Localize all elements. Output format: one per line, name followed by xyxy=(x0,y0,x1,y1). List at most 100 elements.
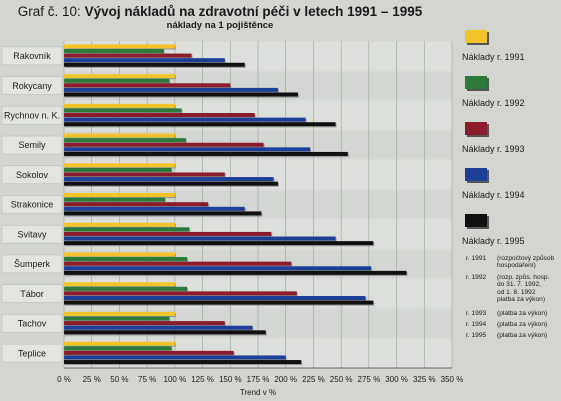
bar xyxy=(64,252,175,257)
bar xyxy=(64,360,302,365)
bar xyxy=(64,291,297,296)
category-label: Tachov xyxy=(18,319,47,329)
bar xyxy=(64,151,348,156)
bar xyxy=(64,193,175,197)
bar xyxy=(64,108,182,113)
category-label-box xyxy=(1,343,63,363)
x-tick-label: 50 % xyxy=(110,375,128,384)
bar xyxy=(64,321,225,326)
bar xyxy=(64,117,306,122)
legend-swatch xyxy=(465,168,487,181)
bar xyxy=(64,142,264,147)
note-year: r. 1994 xyxy=(466,321,487,328)
legend-label: Náklady r. 1995 xyxy=(462,236,525,246)
bar xyxy=(64,270,407,275)
bar xyxy=(64,113,255,118)
x-tick-label: 100 % xyxy=(164,375,187,384)
chart-subtitle: náklady na 1 pojištěnce xyxy=(166,20,274,31)
legend-label: Náklady r. 1992 xyxy=(462,98,525,108)
legend-swatch xyxy=(465,122,487,135)
category-label-box xyxy=(1,106,63,125)
bar xyxy=(64,163,175,168)
category-label: Rychnov n. K. xyxy=(4,111,60,121)
note-year: r. 1991 xyxy=(466,255,487,262)
note-description: (rozpočtový způsob hospodaření) xyxy=(497,255,555,270)
category-label-box xyxy=(1,46,63,66)
legend-label: Náklady r. 1993 xyxy=(462,144,525,154)
category-label: Sokolov xyxy=(16,170,49,180)
x-tick-label: 275 % xyxy=(358,375,381,384)
category-label: Rokycany xyxy=(12,81,52,91)
bar xyxy=(64,48,164,53)
bar xyxy=(64,286,188,291)
x-tick-label: 150 % xyxy=(219,375,242,384)
x-axis-label: Trend v % xyxy=(240,388,276,397)
category-label: Strakonice xyxy=(11,200,54,210)
bar xyxy=(64,236,336,241)
chart-title-block: Graf č. 10: Vývoj nákladů na zdravotní p… xyxy=(0,4,440,31)
x-tick-label: 300 % xyxy=(385,375,408,384)
bar xyxy=(64,92,298,97)
bar xyxy=(64,330,266,335)
legend-label: Náklady r. 1994 xyxy=(462,190,525,200)
bar xyxy=(64,300,374,305)
bar xyxy=(64,181,278,186)
bar xyxy=(64,177,274,182)
note-year: r. 1992 xyxy=(466,274,487,281)
chart-title-main: Vývoj nákladů na zdravotní péči v letech… xyxy=(84,4,423,19)
chart-title: Graf č. 10: Vývoj nákladů na zdravotní p… xyxy=(0,4,440,19)
bar xyxy=(64,83,231,88)
bar xyxy=(64,133,175,138)
bar xyxy=(64,282,175,287)
category-label-box xyxy=(1,314,63,333)
bar xyxy=(64,53,192,58)
category-label: Teplice xyxy=(18,348,46,358)
bar xyxy=(64,58,225,63)
bar xyxy=(64,172,225,177)
legend-swatch xyxy=(465,30,487,43)
bar xyxy=(64,316,170,321)
x-tick-label: 200 % xyxy=(274,375,297,384)
category-label: Tábor xyxy=(20,289,44,299)
x-tick-label: 125 % xyxy=(191,375,214,384)
bar xyxy=(64,78,170,83)
bar xyxy=(64,295,366,300)
category-label-box xyxy=(1,76,63,95)
bar xyxy=(64,87,278,92)
bar xyxy=(64,122,336,127)
note-year: r. 1995 xyxy=(466,332,487,339)
bar xyxy=(64,44,175,49)
bar xyxy=(64,206,245,211)
category-label-box xyxy=(1,195,63,214)
category-label: Rakovník xyxy=(13,51,51,61)
category-label-box xyxy=(1,224,63,244)
category-label-box xyxy=(1,284,63,303)
bar xyxy=(64,197,165,202)
bar xyxy=(64,241,374,246)
bar xyxy=(64,202,209,207)
bar xyxy=(64,325,253,330)
note-year: r. 1993 xyxy=(466,310,487,317)
category-label: Šumperk xyxy=(14,259,51,269)
legend-label: Náklady r. 1991 xyxy=(462,52,525,62)
x-tick-label: 75 % xyxy=(138,375,156,384)
category-label: Svitavy xyxy=(17,229,47,239)
x-tick-label: 0 % xyxy=(57,375,71,384)
category-label: Semily xyxy=(18,140,46,150)
x-tick-label: 325 % xyxy=(413,375,436,384)
bar xyxy=(64,355,286,360)
legend-swatch xyxy=(465,214,487,227)
bar xyxy=(64,211,262,216)
bar xyxy=(64,346,172,351)
bar xyxy=(64,350,234,355)
note-description: (platba za výkon) xyxy=(497,310,548,317)
category-label-box xyxy=(1,135,63,155)
bar xyxy=(64,227,190,232)
bar xyxy=(64,222,175,227)
x-tick-label: 175 % xyxy=(247,375,270,384)
bar xyxy=(64,341,175,346)
x-tick-label: 25 % xyxy=(83,375,101,384)
bar xyxy=(64,138,186,143)
legend-swatch xyxy=(465,76,487,89)
